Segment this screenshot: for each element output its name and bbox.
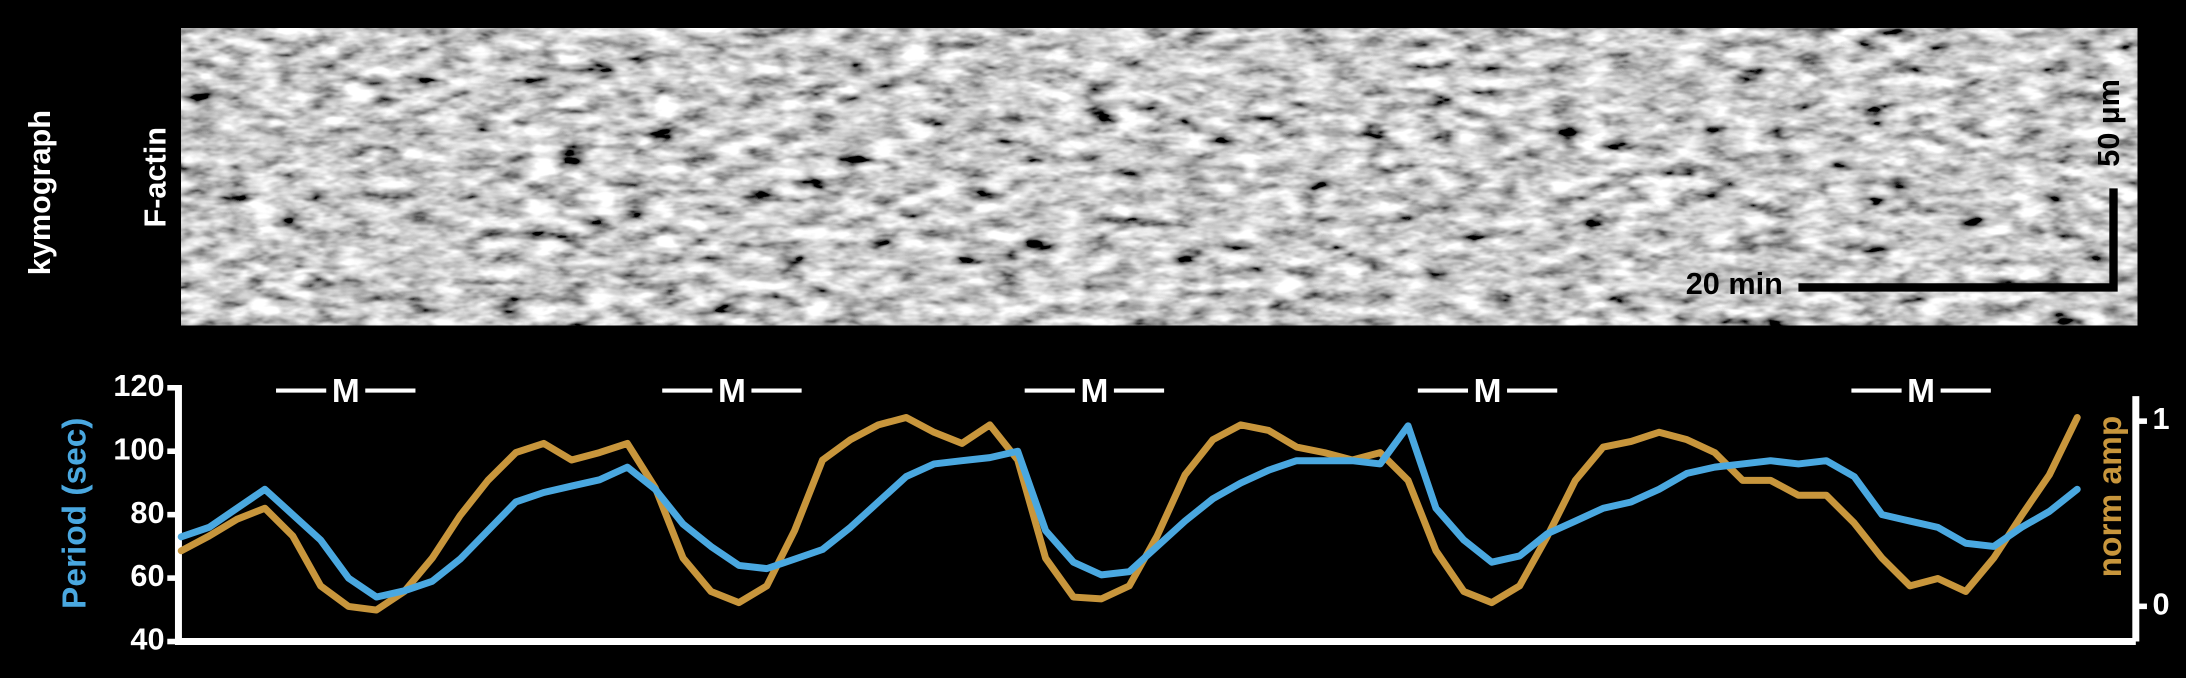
y-tick-label: 40: [130, 623, 164, 657]
y-tick-label: 60: [130, 559, 164, 593]
phase-label: M: [332, 373, 360, 410]
y-tick-label: 80: [130, 496, 164, 530]
y2-axis-label: norm amp: [2092, 416, 2129, 578]
y2-tick-label: 1: [2153, 402, 2170, 436]
row-label: kymograph: [23, 110, 57, 275]
channel-label: F-actin: [139, 127, 173, 227]
phase-label: M: [1474, 373, 1502, 410]
y2-tick-label: 0: [2153, 587, 2170, 621]
series-line: [177, 414, 2081, 614]
kymograph-texture: [181, 28, 2138, 326]
space-scale-label: 50 µm: [2092, 79, 2126, 167]
phase-label: M: [1907, 373, 1935, 410]
time-scale-label: 20 min: [1686, 267, 1783, 301]
scale-bar: [1798, 188, 2118, 292]
phase-label: M: [1080, 373, 1108, 410]
series-line: [177, 422, 2081, 601]
y-tick-label: 100: [113, 432, 164, 466]
phase-label: M: [718, 373, 746, 410]
y-axis-label: Period (sec): [57, 418, 94, 609]
y-tick-label: 120: [113, 369, 164, 403]
